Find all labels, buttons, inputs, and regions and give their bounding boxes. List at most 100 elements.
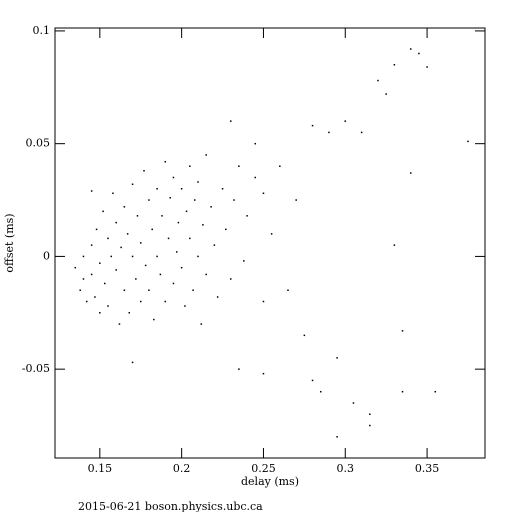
point <box>159 273 162 276</box>
point <box>107 305 109 307</box>
point <box>90 190 93 192</box>
point <box>262 192 265 195</box>
point <box>126 233 129 235</box>
point <box>99 262 101 264</box>
point <box>156 255 158 258</box>
plot-frame <box>54 27 486 459</box>
point <box>164 160 167 163</box>
point <box>90 244 93 246</box>
point <box>336 357 338 359</box>
point <box>107 237 109 240</box>
point <box>369 424 371 427</box>
point <box>319 390 322 393</box>
point <box>238 368 240 370</box>
point <box>99 312 101 314</box>
point <box>94 296 96 298</box>
point <box>303 334 306 337</box>
point <box>409 48 412 50</box>
point <box>169 197 171 199</box>
point <box>103 282 106 285</box>
point <box>377 79 379 82</box>
x-tick-label: 0.2 <box>173 462 191 475</box>
point <box>161 215 163 217</box>
point <box>197 181 199 183</box>
point <box>118 323 121 325</box>
point <box>225 228 227 231</box>
point <box>270 233 273 235</box>
y-tick-label: 0 <box>43 249 50 262</box>
point <box>151 228 153 231</box>
x-tick-label: 0.25 <box>251 462 276 475</box>
x-tick-label: 0.15 <box>88 462 113 475</box>
point <box>82 255 85 258</box>
point <box>177 221 180 224</box>
point <box>192 289 194 291</box>
point <box>189 165 191 167</box>
point <box>287 289 289 291</box>
y-tick-label: 0.05 <box>26 137 51 150</box>
point <box>143 169 145 172</box>
point <box>115 221 117 224</box>
footer: 2015-06-21 boson.physics.ubc.ca <box>78 500 263 512</box>
point <box>229 120 232 122</box>
point <box>467 140 469 143</box>
point <box>254 176 257 179</box>
point <box>90 273 93 276</box>
point <box>205 154 207 156</box>
point <box>213 244 216 246</box>
point <box>221 188 224 190</box>
point <box>360 131 363 134</box>
point <box>85 300 88 303</box>
point <box>262 300 265 303</box>
point <box>233 199 235 201</box>
point <box>82 278 85 280</box>
point <box>139 242 142 244</box>
point <box>393 64 396 66</box>
point <box>95 228 98 231</box>
point <box>328 131 330 134</box>
point <box>156 188 158 190</box>
point <box>135 278 137 280</box>
point <box>120 246 122 249</box>
point <box>193 199 196 201</box>
point <box>115 269 117 271</box>
x-tick-label: 0.35 <box>415 462 440 475</box>
point <box>102 210 104 213</box>
point <box>238 165 240 167</box>
point <box>172 282 175 285</box>
point <box>210 206 212 208</box>
point <box>172 176 175 179</box>
point <box>112 192 114 195</box>
point <box>344 120 347 122</box>
point <box>401 330 404 332</box>
point <box>216 296 219 298</box>
point <box>79 289 81 291</box>
point <box>311 124 314 127</box>
point <box>185 210 188 213</box>
point <box>418 52 420 55</box>
point <box>205 273 207 276</box>
point <box>279 165 281 167</box>
point <box>144 264 147 267</box>
point <box>136 215 139 217</box>
point <box>184 305 186 307</box>
point <box>434 390 437 393</box>
point <box>148 199 150 201</box>
point <box>74 266 77 269</box>
point <box>229 278 232 280</box>
point <box>243 260 245 262</box>
x-axis-label: delay (ms) <box>241 475 299 488</box>
point <box>262 372 265 375</box>
point <box>295 199 297 201</box>
point <box>131 255 134 258</box>
point <box>123 206 126 208</box>
point <box>311 379 314 382</box>
point <box>131 361 134 364</box>
point <box>180 266 183 269</box>
point <box>167 237 170 240</box>
point <box>131 183 134 186</box>
point <box>123 289 126 291</box>
point <box>139 300 142 303</box>
point <box>164 300 167 303</box>
